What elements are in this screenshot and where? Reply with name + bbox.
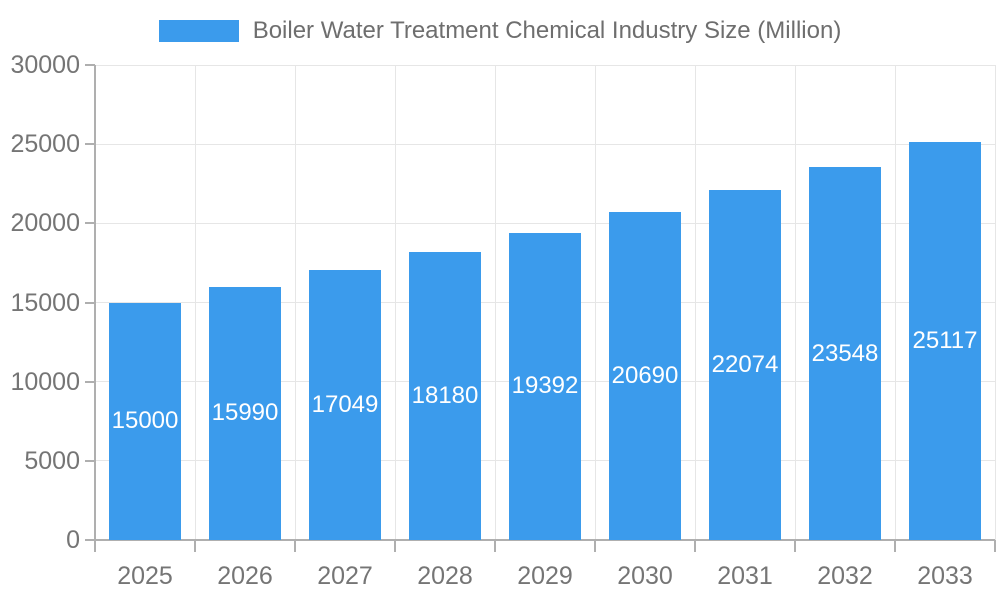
x-tick-label-2033: 2033 bbox=[917, 562, 973, 590]
bar-value-label: 20690 bbox=[611, 362, 679, 390]
legend: Boiler Water Treatment Chemical Industry… bbox=[0, 18, 1000, 44]
gridline-vertical bbox=[894, 65, 896, 540]
x-axis-tick bbox=[694, 540, 696, 552]
x-axis-tick bbox=[194, 540, 196, 552]
gridline-vertical bbox=[594, 65, 596, 540]
y-tick-label: 30000 bbox=[10, 51, 80, 79]
gridline-vertical bbox=[794, 65, 796, 540]
x-axis-tick bbox=[894, 540, 896, 552]
y-axis-tick bbox=[85, 143, 95, 146]
bar-2031[interactable]: 22074 bbox=[709, 190, 781, 540]
x-tick-label-2030: 2030 bbox=[617, 562, 673, 590]
y-axis-tick bbox=[85, 380, 95, 383]
bar-value-label: 15990 bbox=[211, 399, 279, 427]
gridline-vertical bbox=[194, 65, 196, 540]
bar-value-label: 17049 bbox=[311, 391, 379, 419]
y-tick-label: 10000 bbox=[10, 367, 80, 396]
bar-2028[interactable]: 18180 bbox=[409, 252, 481, 540]
x-axis-tick bbox=[994, 540, 996, 552]
x-tick-label-2029: 2029 bbox=[517, 562, 573, 590]
gridline-vertical bbox=[994, 65, 996, 540]
x-axis-tick bbox=[594, 540, 596, 552]
gridline-vertical bbox=[694, 65, 696, 540]
gridline-vertical bbox=[394, 65, 396, 540]
y-axis-tick bbox=[85, 64, 95, 66]
y-tick-label: 5000 bbox=[24, 446, 80, 475]
bar-2026[interactable]: 15990 bbox=[209, 286, 281, 540]
x-axis-line bbox=[85, 539, 995, 541]
x-tick-label-2025: 2025 bbox=[117, 562, 173, 590]
x-axis-tick bbox=[394, 540, 396, 552]
bar-value-label: 23548 bbox=[811, 339, 879, 367]
bar-2033[interactable]: 25117 bbox=[909, 142, 981, 540]
gridline-horizontal bbox=[95, 143, 995, 145]
bar-2027[interactable]: 17049 bbox=[309, 270, 381, 540]
y-tick-label: 0 bbox=[66, 526, 80, 554]
y-axis-tick bbox=[85, 301, 95, 304]
bar-2030[interactable]: 20690 bbox=[609, 212, 681, 540]
x-tick-label-2028: 2028 bbox=[417, 562, 473, 590]
y-tick-label: 25000 bbox=[10, 130, 80, 159]
x-tick-label-2026: 2026 bbox=[217, 562, 273, 590]
gridline-vertical bbox=[494, 65, 496, 540]
legend-swatch[interactable] bbox=[158, 20, 239, 42]
bar-value-label: 18180 bbox=[411, 382, 479, 410]
y-axis-line bbox=[94, 65, 96, 540]
x-tick-label-2027: 2027 bbox=[317, 562, 373, 590]
x-axis-tick bbox=[494, 540, 496, 552]
bar-value-label: 25117 bbox=[912, 327, 978, 355]
bar-2032[interactable]: 23548 bbox=[809, 167, 881, 540]
x-tick-label-2031: 2031 bbox=[717, 562, 773, 590]
bar-2025[interactable]: 15000 bbox=[109, 302, 181, 540]
chart-title: Boiler Water Treatment Chemical Industry… bbox=[252, 17, 842, 44]
bar-value-label: 15000 bbox=[111, 407, 179, 435]
bar-2029[interactable]: 19392 bbox=[509, 232, 581, 540]
x-axis-tick bbox=[294, 540, 296, 552]
y-tick-label: 15000 bbox=[10, 288, 80, 317]
bar-value-label: 22074 bbox=[711, 351, 779, 379]
x-axis-tick bbox=[94, 540, 96, 552]
gridline-horizontal bbox=[95, 222, 995, 224]
y-axis-tick bbox=[85, 222, 95, 225]
y-axis-tick bbox=[85, 459, 95, 462]
x-tick-label-2032: 2032 bbox=[817, 562, 873, 590]
bar-value-label: 19392 bbox=[511, 372, 579, 400]
gridline-horizontal bbox=[95, 64, 995, 66]
y-tick-label: 20000 bbox=[10, 209, 80, 238]
gridline-vertical bbox=[294, 65, 296, 540]
x-axis-tick bbox=[794, 540, 796, 552]
